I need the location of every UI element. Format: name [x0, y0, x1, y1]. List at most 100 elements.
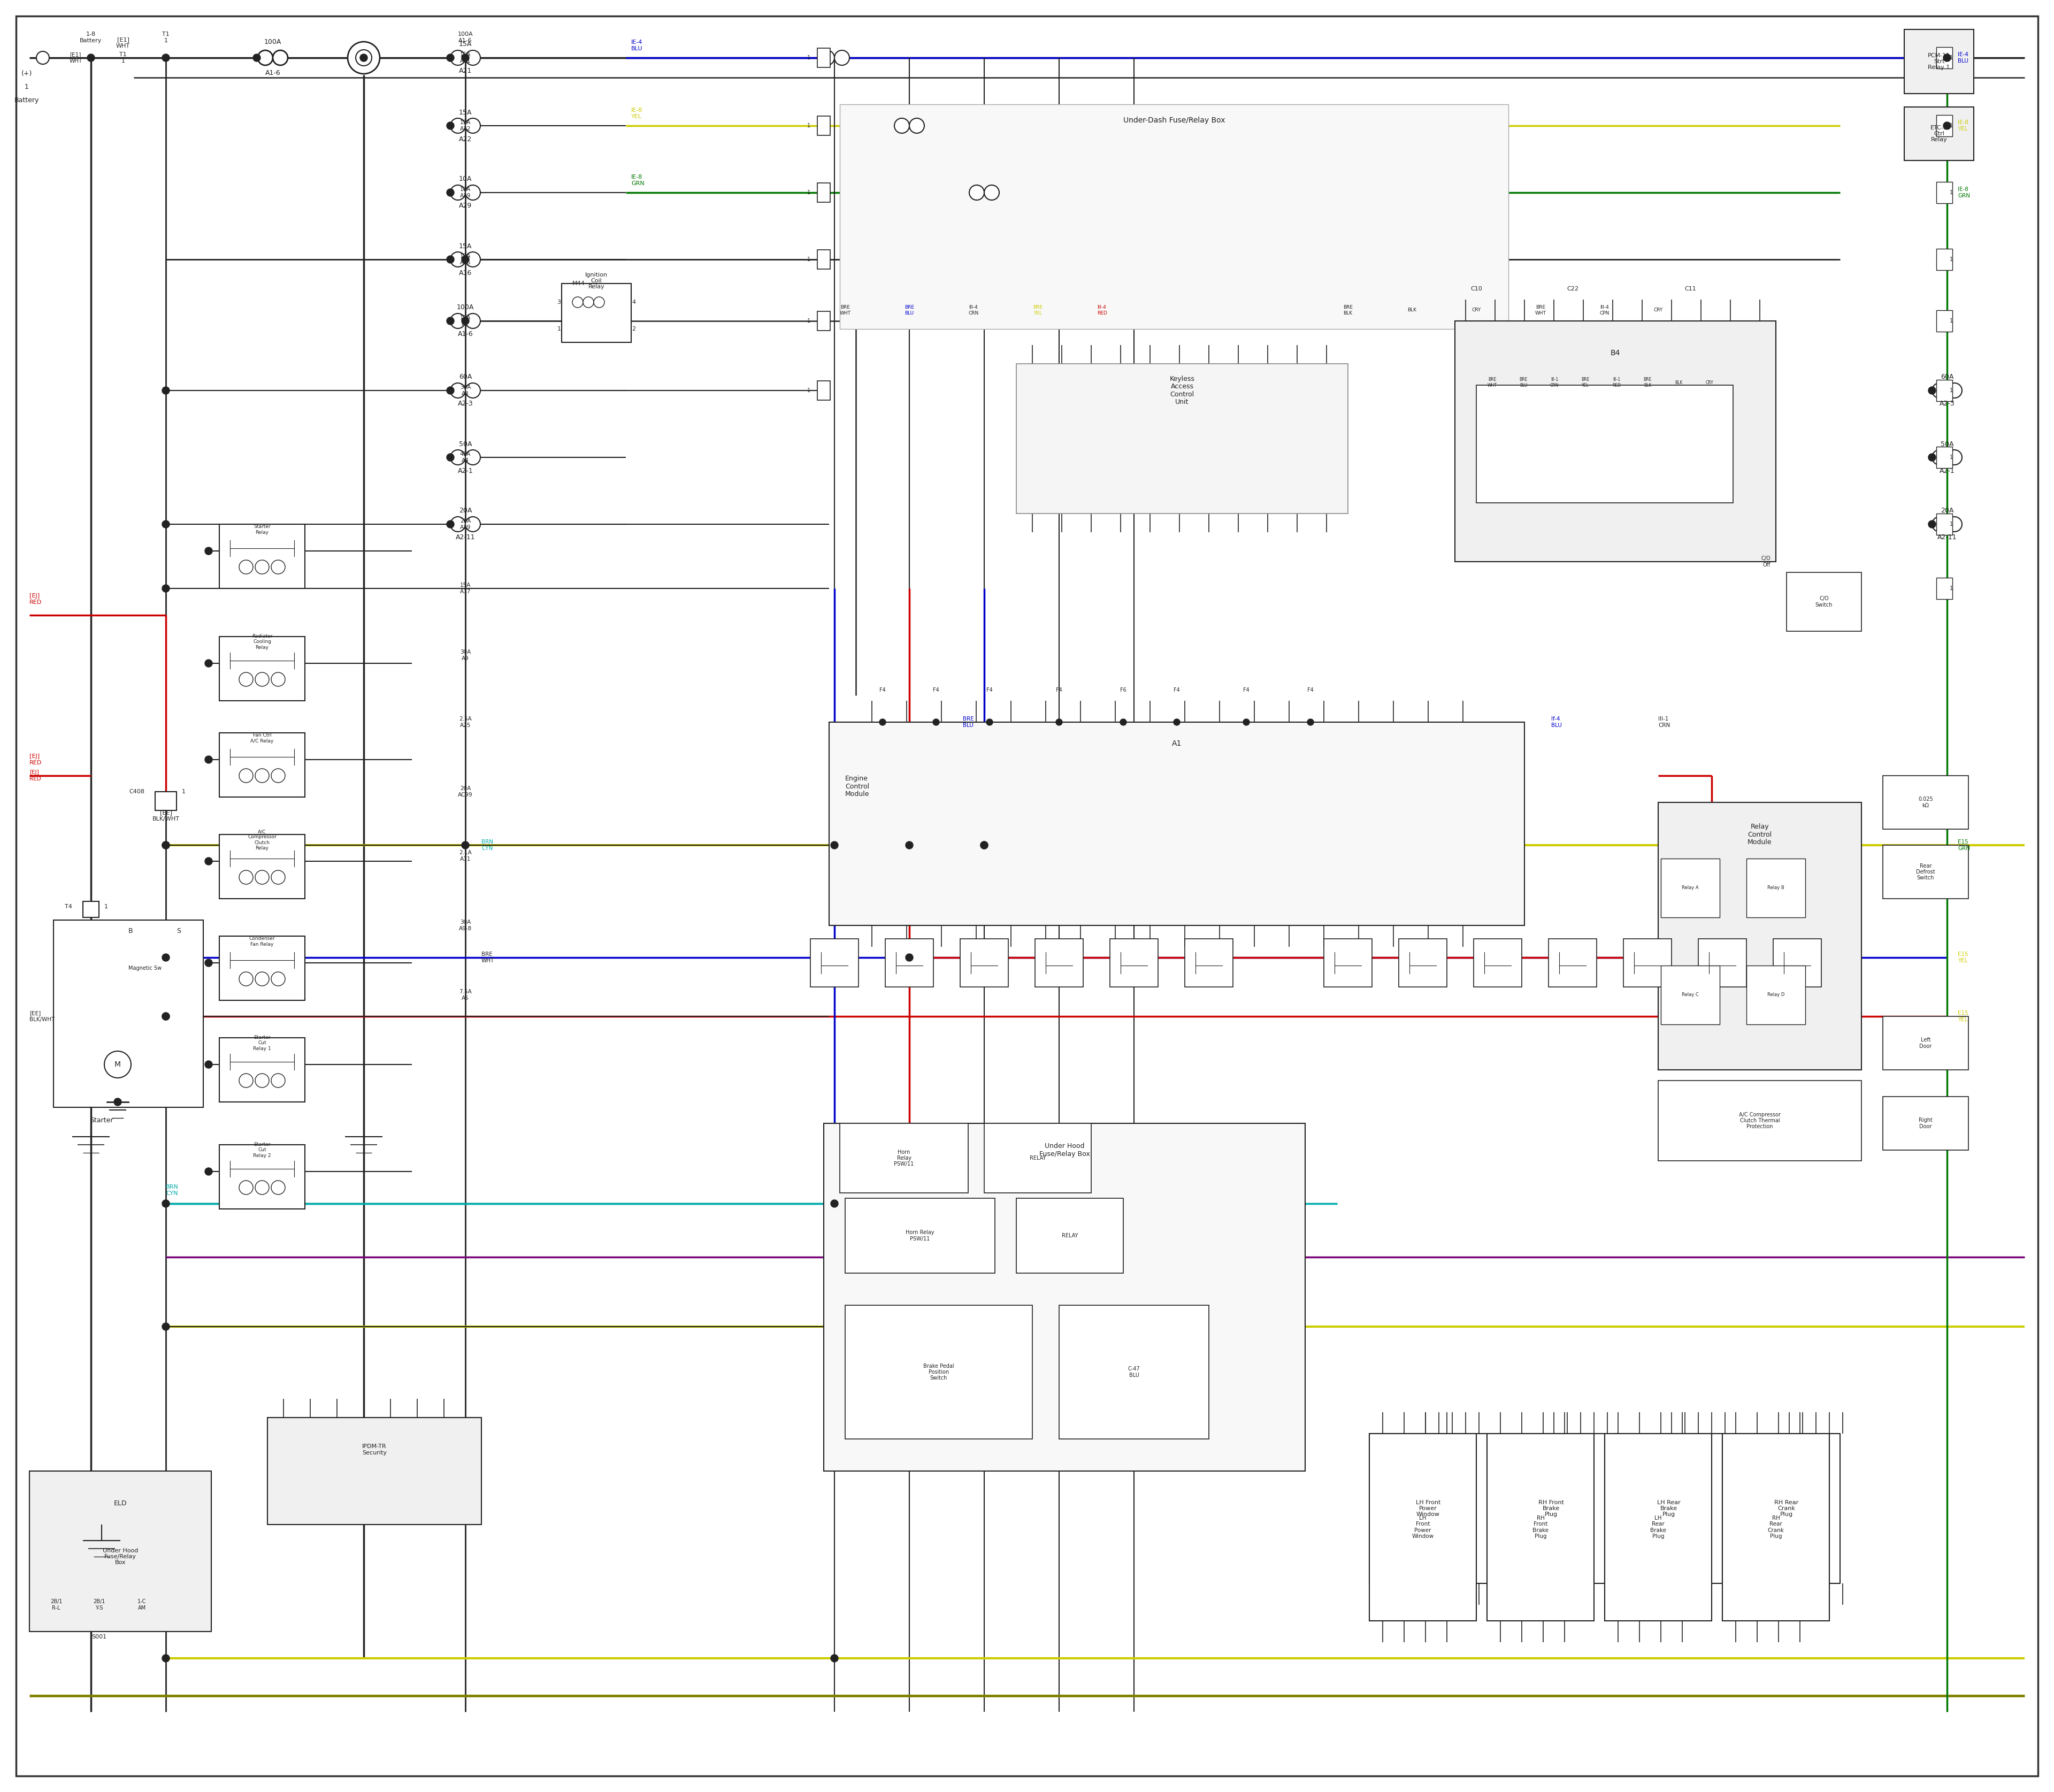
Text: Horn Relay
PSW/11: Horn Relay PSW/11 — [906, 1229, 935, 1242]
Text: [EJ]
RED: [EJ] RED — [29, 754, 41, 765]
Circle shape — [238, 871, 253, 883]
Circle shape — [1943, 54, 1951, 61]
Circle shape — [466, 50, 481, 65]
Text: 2: 2 — [633, 326, 637, 332]
Circle shape — [986, 719, 992, 726]
Bar — [1904, 29, 1974, 93]
Text: C-47
BLU: C-47 BLU — [1128, 1367, 1140, 1378]
Text: 1: 1 — [1949, 387, 1953, 392]
Bar — [220, 636, 304, 701]
Text: IE-8
GRN: IE-8 GRN — [1957, 186, 1970, 199]
Text: 15A
A2: 15A A2 — [460, 315, 470, 326]
Text: Ill-4
RED: Ill-4 RED — [1097, 305, 1107, 315]
Bar — [817, 382, 830, 400]
Circle shape — [820, 50, 834, 65]
Text: IPDM-TR
Security: IPDM-TR Security — [362, 1444, 386, 1455]
Text: LH
Front
Power
Window: LH Front Power Window — [1411, 1516, 1434, 1539]
Text: BRE
BLU: BRE BLU — [963, 717, 974, 728]
Circle shape — [969, 185, 984, 201]
Bar — [1884, 1016, 1968, 1070]
Text: F6: F6 — [1119, 688, 1126, 694]
Text: Keyless
Access
Control
Unit: Keyless Access Control Unit — [1169, 375, 1195, 405]
Circle shape — [162, 520, 170, 529]
Circle shape — [462, 54, 468, 61]
Circle shape — [980, 842, 988, 849]
Text: C11: C11 — [1684, 287, 1697, 292]
Text: E15
GRN: E15 GRN — [1957, 839, 1970, 851]
Bar — [1937, 115, 1953, 136]
Bar — [1487, 1434, 1594, 1620]
Text: BRE
BLK: BRE BLK — [1643, 378, 1651, 387]
Text: Ill-4
CRN: Ill-4 CRN — [967, 305, 978, 315]
Bar — [1477, 385, 1734, 504]
Circle shape — [253, 54, 261, 61]
Text: 1: 1 — [1949, 190, 1953, 195]
Text: 30A
A3: 30A A3 — [460, 385, 470, 396]
Bar — [1937, 380, 1953, 401]
Circle shape — [462, 256, 468, 263]
Text: 20A: 20A — [1941, 507, 1953, 514]
Bar — [1723, 1434, 1830, 1620]
Text: 30A
A9: 30A A9 — [460, 650, 470, 661]
Circle shape — [906, 953, 914, 961]
Bar — [29, 1471, 212, 1631]
Text: Under Hood
Fuse/Relay Box: Under Hood Fuse/Relay Box — [1039, 1143, 1091, 1158]
Bar — [1370, 1434, 1487, 1584]
Text: 1: 1 — [807, 124, 811, 129]
Circle shape — [162, 54, 170, 61]
Text: 1: 1 — [1949, 256, 1953, 262]
Circle shape — [271, 561, 286, 573]
Circle shape — [162, 1201, 170, 1208]
Text: Ignition
Coil
Relay: Ignition Coil Relay — [585, 272, 608, 290]
Bar — [53, 919, 203, 1107]
Text: Condenser
Fan Relay: Condenser Fan Relay — [249, 937, 275, 946]
Circle shape — [450, 185, 466, 201]
Text: CRY: CRY — [1705, 380, 1713, 385]
Circle shape — [238, 561, 253, 573]
Circle shape — [450, 450, 466, 464]
Text: Ill-1
CRN: Ill-1 CRN — [1551, 378, 1559, 387]
Text: 20A: 20A — [458, 507, 472, 514]
Text: A2-11: A2-11 — [456, 534, 474, 541]
Text: Ill-1
RED: Ill-1 RED — [1612, 378, 1621, 387]
Circle shape — [205, 547, 212, 556]
Text: 15A
A16: 15A A16 — [460, 254, 470, 265]
Text: C/O
Switch: C/O Switch — [1816, 597, 1832, 607]
Text: Brake Pedal
Position
Switch: Brake Pedal Position Switch — [924, 1364, 955, 1382]
Text: A2-3: A2-3 — [458, 400, 472, 407]
Bar — [82, 901, 99, 918]
Bar — [830, 722, 1524, 925]
Text: ELD: ELD — [113, 1500, 127, 1507]
Circle shape — [1933, 516, 1947, 532]
Bar — [1017, 1199, 1124, 1272]
Circle shape — [910, 118, 924, 133]
Text: 1-8
Battery: 1-8 Battery — [80, 32, 103, 43]
Text: Starter: Starter — [90, 1116, 113, 1124]
Text: 1: 1 — [557, 326, 561, 332]
Circle shape — [933, 719, 939, 726]
Circle shape — [359, 54, 368, 61]
Bar — [220, 1145, 304, 1210]
Text: Under-Dash Fuse/Relay Box: Under-Dash Fuse/Relay Box — [1124, 116, 1224, 124]
Circle shape — [255, 871, 269, 883]
Text: LH Front
Power
Window: LH Front Power Window — [1415, 1500, 1440, 1518]
Text: 2.1A
A11: 2.1A A11 — [458, 849, 472, 862]
Text: 2B/1
Y-S: 2B/1 Y-S — [92, 1598, 105, 1611]
Bar — [1699, 939, 1746, 987]
Text: B: B — [127, 926, 134, 934]
Circle shape — [1929, 387, 1935, 394]
Text: [EJ]
RED: [EJ] RED — [29, 593, 41, 604]
Circle shape — [1933, 450, 1947, 464]
Bar — [1109, 939, 1158, 987]
Bar — [817, 48, 830, 68]
Bar — [267, 1417, 481, 1525]
Text: A2-1: A2-1 — [458, 468, 472, 475]
Circle shape — [980, 842, 988, 849]
Text: 10A: 10A — [458, 176, 472, 183]
Text: 4: 4 — [633, 299, 637, 305]
Bar — [1399, 939, 1446, 987]
Circle shape — [113, 1098, 121, 1106]
Text: C408: C408 — [129, 788, 144, 794]
Circle shape — [271, 769, 286, 783]
Text: 40A
A4: 40A A4 — [460, 452, 470, 462]
